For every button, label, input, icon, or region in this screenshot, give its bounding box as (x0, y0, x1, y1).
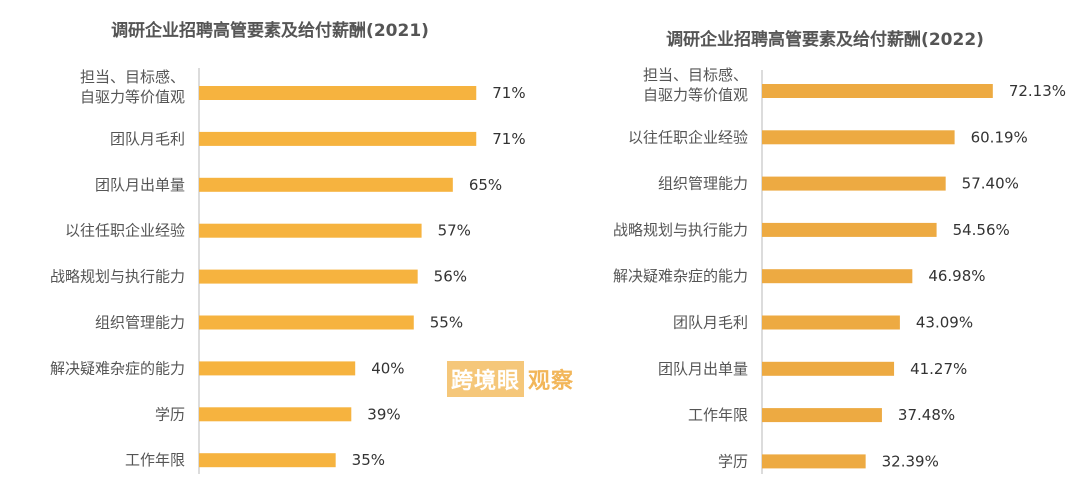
chart-2021-category-label: 担当、目标感、自驱力等价值观 (80, 68, 185, 106)
chart-2022-bar (762, 130, 955, 145)
chart-2021-category-label: 团队月出单量 (95, 176, 185, 194)
chart-2021-data-label: 71% (492, 84, 525, 102)
chart-2021-bar (199, 453, 336, 468)
chart-2022-category-label: 以往任职企业经验 (628, 128, 748, 146)
chart-2021-bar (199, 269, 418, 284)
chart-2021-category-label: 学历 (155, 405, 185, 423)
chart-2021-data-label: 55% (430, 314, 463, 332)
chart-2022-category-label: 解决疑难杂症的能力 (613, 267, 748, 285)
chart-2021-data-label: 35% (352, 451, 385, 469)
chart-2021-data-label: 40% (371, 359, 404, 377)
chart-2022-bar (762, 315, 900, 330)
chart-2021-category-label-line: 担当、目标感、 (80, 68, 185, 86)
chart-2022-category-label: 担当、目标感、自驱力等价值观 (643, 66, 748, 104)
chart-2022-bar (762, 84, 993, 98)
chart-2022-category-label: 学历 (718, 452, 748, 470)
chart-2022-bar (762, 454, 866, 469)
chart-2022-data-label: 41.27% (910, 360, 967, 378)
chart-2022-data-label: 46.98% (928, 267, 985, 285)
chart-2021-bar (199, 407, 352, 422)
chart-2021-bar (199, 131, 477, 146)
chart-2022-data-label: 32.39% (882, 452, 939, 470)
chart-2022-category-label-line: 自驱力等价值观 (643, 86, 748, 104)
chart-2021-bar (199, 86, 477, 100)
chart-2021-data-label: 57% (438, 222, 471, 240)
chart-2021-data-label: 56% (434, 268, 467, 286)
chart-2021-bar (199, 223, 422, 238)
watermark-part-1: 跨境眼 (447, 361, 525, 397)
chart-2022-bar (762, 408, 882, 423)
chart-2022-data-label: 57.40% (962, 175, 1019, 193)
chart-2022-data-label: 37.48% (898, 406, 955, 424)
chart-2022-category-label: 战略规划与执行能力 (613, 221, 748, 239)
chart-2022-data-label: 72.13% (1009, 82, 1066, 100)
chart-2022-category-label: 团队月出单量 (658, 360, 748, 378)
chart-2021-data-label: 65% (469, 176, 502, 194)
chart-2022-category-label: 组织管理能力 (658, 175, 748, 193)
chart-2021-bar (199, 361, 356, 376)
chart-2022-data-label: 54.56% (953, 221, 1010, 239)
watermark-logo: 跨境眼 观察 (447, 361, 617, 397)
chart-2022-data-label: 43.09% (916, 314, 973, 332)
chart-2021-data-label: 39% (367, 405, 400, 423)
chart-2022-category-label-line: 担当、目标感、 (643, 66, 748, 84)
chart-2021-category-label-line: 自驱力等价值观 (80, 88, 185, 106)
chart-2021-category-label: 解决疑难杂症的能力 (50, 359, 185, 377)
chart-2022-bar (762, 222, 937, 237)
chart-2022-category-label: 工作年限 (688, 406, 748, 424)
chart-2021-category-label: 战略规划与执行能力 (50, 268, 185, 286)
chart-2021-category-label: 团队月毛利 (110, 130, 185, 148)
chart-2021-category-label: 以往任职企业经验 (65, 222, 185, 240)
chart-2021-bar (199, 315, 414, 330)
chart-2021-title: 调研企业招聘高管要素及给付薪酬(2021) (111, 20, 429, 41)
chart-2022-title: 调研企业招聘高管要素及给付薪酬(2022) (666, 29, 984, 50)
chart-2021-data-label: 71% (492, 130, 525, 148)
chart-2022-bar (762, 269, 913, 284)
chart-2022-category-label: 团队月毛利 (673, 314, 748, 332)
chart-2022-bar (762, 176, 946, 191)
watermark-part-2: 观察 (524, 361, 579, 397)
chart-2021-category-label: 工作年限 (125, 451, 185, 469)
chart-2021-bar (199, 177, 453, 192)
chart-2021-category-label: 组织管理能力 (95, 314, 185, 332)
chart-2022-data-label: 60.19% (971, 128, 1028, 146)
chart-2022-bar (762, 361, 895, 376)
